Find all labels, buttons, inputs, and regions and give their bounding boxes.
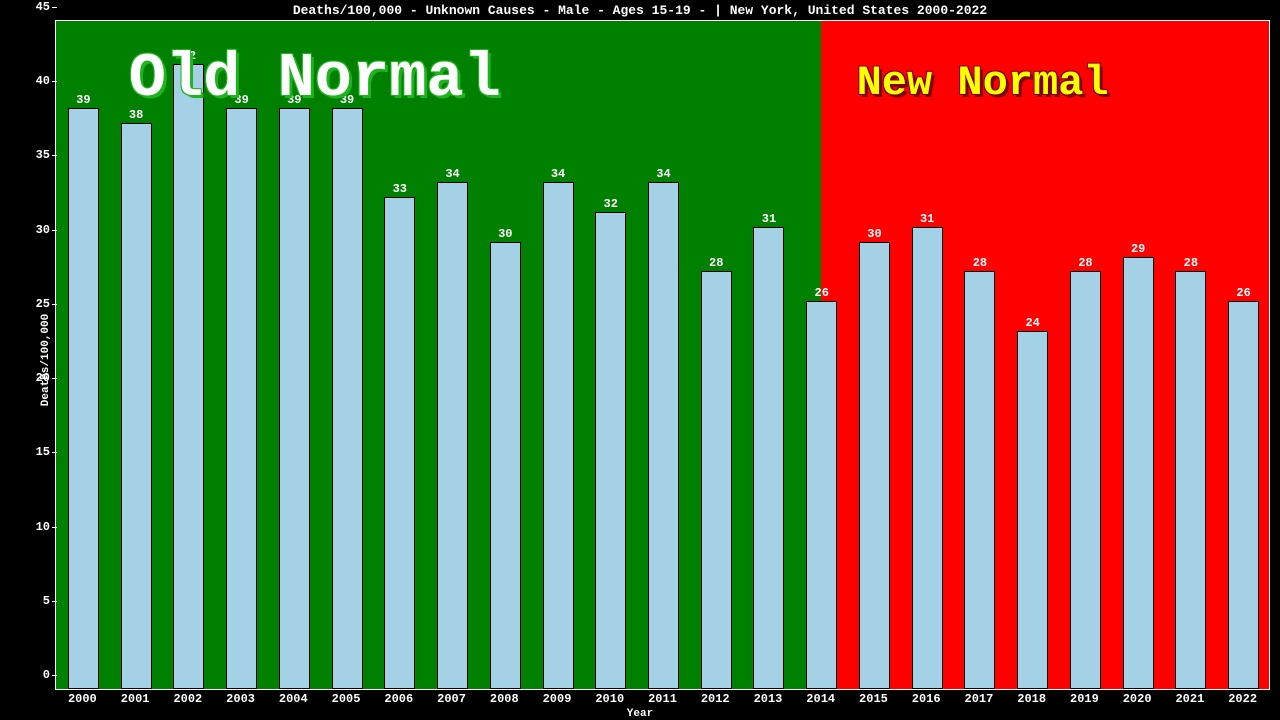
bar-value-label: 31 — [920, 212, 934, 228]
chart-title: Deaths/100,000 - Unknown Causes - Male -… — [0, 3, 1280, 18]
y-tick: 40 — [36, 74, 56, 88]
bar-value-label: 26 — [815, 286, 829, 302]
x-tick: 2010 — [595, 689, 624, 706]
chart-container: Deaths/100,000 - Unknown Causes - Male -… — [0, 0, 1280, 720]
bar-value-label: 33 — [393, 182, 407, 198]
bar: 30 — [490, 242, 521, 689]
bar: 29 — [1123, 257, 1154, 689]
bar-value-label: 31 — [762, 212, 776, 228]
x-tick: 2007 — [437, 689, 466, 706]
y-tick: 15 — [36, 445, 56, 459]
x-tick: 2015 — [859, 689, 888, 706]
y-tick: 0 — [43, 668, 56, 682]
x-tick: 2014 — [806, 689, 835, 706]
bar: 31 — [753, 227, 784, 689]
bar-value-label: 34 — [445, 167, 459, 183]
x-tick: 2004 — [279, 689, 308, 706]
x-tick: 2009 — [543, 689, 572, 706]
y-tick: 30 — [36, 223, 56, 237]
x-tick: 2001 — [121, 689, 150, 706]
x-tick: 2020 — [1123, 689, 1152, 706]
x-tick: 2000 — [68, 689, 97, 706]
bar: 24 — [1017, 331, 1048, 689]
bar: 39 — [226, 108, 257, 689]
overlay-text: New Normal — [857, 62, 1109, 104]
y-tick: 5 — [43, 594, 56, 608]
x-tick: 2003 — [226, 689, 255, 706]
bar-value-label: 26 — [1236, 286, 1250, 302]
bar-value-label: 28 — [1184, 256, 1198, 272]
x-tick: 2017 — [965, 689, 994, 706]
x-axis-label: Year — [0, 708, 1280, 720]
bar: 30 — [859, 242, 890, 689]
bar-value-label: 34 — [551, 167, 565, 183]
bar: 26 — [806, 301, 837, 689]
x-tick: 2005 — [332, 689, 361, 706]
bar: 42 — [173, 64, 204, 689]
bar-value-label: 28 — [973, 256, 987, 272]
bar: 28 — [964, 271, 995, 689]
bar: 33 — [384, 197, 415, 689]
x-tick: 2019 — [1070, 689, 1099, 706]
x-tick: 2021 — [1175, 689, 1204, 706]
bar-value-label: 34 — [656, 167, 670, 183]
x-tick: 2006 — [384, 689, 413, 706]
bar: 28 — [701, 271, 732, 689]
bar: 38 — [121, 123, 152, 689]
x-tick: 2002 — [173, 689, 202, 706]
bar: 32 — [595, 212, 626, 689]
bar: 28 — [1070, 271, 1101, 689]
overlay-text: Old Normal — [129, 48, 501, 110]
bar: 26 — [1228, 301, 1259, 689]
bar-value-label: 30 — [498, 227, 512, 243]
y-tick: 35 — [36, 148, 56, 162]
plot-area: 0510152025303540453920003820014220023920… — [55, 20, 1270, 690]
bar: 34 — [437, 182, 468, 689]
x-tick: 2022 — [1228, 689, 1257, 706]
x-tick: 2011 — [648, 689, 677, 706]
bar-value-label: 32 — [604, 197, 618, 213]
bar-value-label: 30 — [867, 227, 881, 243]
bar-value-label: 29 — [1131, 242, 1145, 258]
bar: 31 — [912, 227, 943, 689]
bar: 39 — [68, 108, 99, 689]
x-tick: 2012 — [701, 689, 730, 706]
bar-value-label: 28 — [1078, 256, 1092, 272]
y-tick: 10 — [36, 520, 56, 534]
x-tick: 2013 — [754, 689, 783, 706]
y-axis-label: Deaths/100,000 — [40, 314, 52, 406]
bar-value-label: 24 — [1025, 316, 1039, 332]
y-tick: 25 — [36, 297, 56, 311]
bar: 28 — [1175, 271, 1206, 689]
x-tick: 2008 — [490, 689, 519, 706]
x-tick: 2018 — [1017, 689, 1046, 706]
bar-value-label: 28 — [709, 256, 723, 272]
bar: 39 — [332, 108, 363, 689]
bar: 34 — [648, 182, 679, 689]
bar-value-label: 39 — [76, 93, 90, 109]
bar: 34 — [543, 182, 574, 689]
x-tick: 2016 — [912, 689, 941, 706]
bar: 39 — [279, 108, 310, 689]
